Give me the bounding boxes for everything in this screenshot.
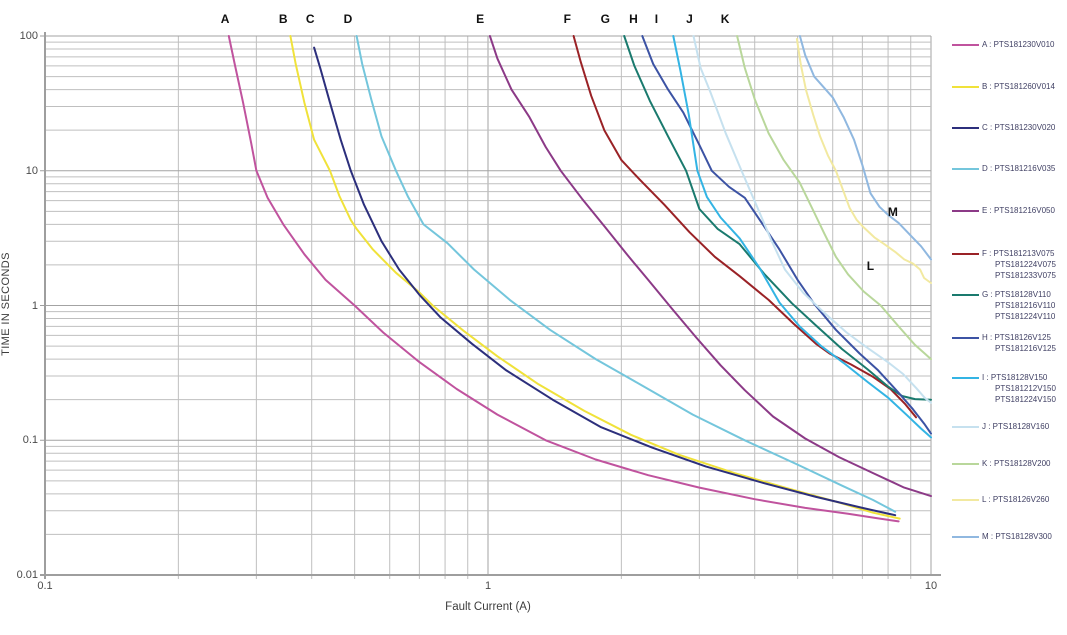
- legend-label-H: H : PTS18126V125 PTS181216V125: [982, 333, 1056, 353]
- legend-item-L: L : PTS18126V260: [952, 494, 1049, 505]
- legend-item-H: H : PTS18126V125 PTS181216V125: [952, 332, 1056, 354]
- x-tick-10: 10: [924, 580, 938, 592]
- legend-swatch-K: [952, 463, 979, 465]
- legend-item-M: M : PTS18128V300: [952, 531, 1052, 542]
- legend-item-J: J : PTS18128V160: [952, 421, 1049, 432]
- curve-E: [488, 35, 932, 498]
- curve-D: [355, 35, 897, 513]
- legend-label-E: E : PTS181216V050: [982, 206, 1055, 215]
- legend-item-C: C : PTS181230V020: [952, 122, 1055, 133]
- y-tick-100: 100: [19, 30, 38, 42]
- legend-label-F: F : PTS181213V075 PTS181224V075 PTS181233V…: [982, 249, 1056, 280]
- legend-swatch-M: [952, 536, 979, 538]
- curve-label-H: H: [629, 12, 638, 26]
- curve-label-J: J: [686, 12, 693, 26]
- curve-label-A: A: [220, 12, 230, 26]
- legend-item-A: A : PTS181230V010: [952, 39, 1055, 50]
- curve-L: [795, 38, 932, 284]
- curve-K: [736, 35, 932, 361]
- legend: A : PTS181230V010 B : PTS181260V014 C : PT…: [952, 0, 1067, 635]
- legend-item-K: K : PTS18128V200: [952, 458, 1051, 469]
- curve-label-G: G: [600, 12, 610, 26]
- curve-label-C: C: [305, 12, 315, 26]
- legend-label-B: B : PTS181260V014: [982, 82, 1055, 91]
- legend-item-I: I : PTS18128V150 PTS181212V150 PTS181224V1…: [952, 372, 1056, 405]
- legend-item-D: D : PTS181216V035: [952, 163, 1055, 174]
- legend-label-J: J : PTS18128V160: [982, 422, 1050, 431]
- legend-label-A: A : PTS181230V010: [982, 40, 1055, 49]
- legend-swatch-L: [952, 499, 979, 501]
- curve-J: [692, 35, 932, 404]
- curves: [227, 35, 932, 523]
- legend-swatch-E: [952, 210, 979, 212]
- curve-C: [313, 46, 897, 517]
- curve-label-B: B: [278, 12, 288, 26]
- y-tick-10: 10: [25, 164, 38, 177]
- curve-label-L: L: [866, 259, 875, 274]
- x-tick-0.1: 0.1: [37, 580, 53, 592]
- legend-swatch-C: [952, 127, 979, 129]
- curve-B: [289, 35, 901, 520]
- legend-label-I: I : PTS18128V150 PTS181212V150 PTS181224V1…: [982, 373, 1056, 404]
- curve-label-E: E: [476, 12, 485, 26]
- legend-swatch-A: [952, 44, 979, 46]
- curve-A: [227, 35, 900, 523]
- curve-H: [641, 35, 932, 435]
- x-tick-1: 1: [484, 580, 492, 592]
- legend-swatch-D: [952, 168, 979, 170]
- legend-label-L: L : PTS18126V260: [982, 495, 1050, 504]
- legend-swatch-F: [952, 253, 979, 255]
- y-tick-1: 1: [31, 299, 38, 312]
- legend-label-M: M : PTS18128V300: [982, 532, 1052, 541]
- curve-label-K: K: [720, 12, 730, 26]
- legend-item-B: B : PTS181260V014: [952, 81, 1055, 92]
- curve-label-I: I: [654, 12, 659, 26]
- legend-item-G: G : PTS18128V110 PTS181216V110 PTS181224V1…: [952, 289, 1055, 322]
- gridlines: [44, 35, 932, 579]
- y-tick-0.01: 0.01: [16, 569, 38, 581]
- curve-label-M: M: [887, 205, 898, 220]
- curve-M: [798, 35, 932, 261]
- legend-label-D: D : PTS181216V035: [982, 164, 1056, 173]
- legend-label-K: K : PTS18128V200: [982, 459, 1051, 468]
- legend-label-G: G : PTS18128V110 PTS181216V110 PTS181224V1…: [982, 290, 1056, 321]
- y-tick-0.1: 0.1: [22, 434, 38, 447]
- curve-label-D: D: [343, 12, 353, 26]
- curve-I: [672, 35, 932, 439]
- legend-label-C: C : PTS181230V020: [982, 123, 1056, 132]
- legend-swatch-J: [952, 426, 979, 428]
- axes: [40, 32, 941, 579]
- legend-swatch-G: [952, 294, 979, 296]
- curve-G: [623, 35, 932, 401]
- legend-swatch-B: [952, 86, 979, 88]
- x-axis-title: Fault Current (A): [445, 601, 531, 613]
- legend-swatch-I: [952, 377, 979, 379]
- legend-item-F: F : PTS181213V075 PTS181224V075 PTS181233V…: [952, 248, 1056, 281]
- y-axis-title: TIME IN SECONDS: [0, 252, 12, 356]
- legend-swatch-H: [952, 337, 979, 339]
- curve-F: [572, 35, 917, 419]
- legend-item-E: E : PTS181216V050: [952, 205, 1055, 216]
- curve-label-F: F: [563, 12, 571, 26]
